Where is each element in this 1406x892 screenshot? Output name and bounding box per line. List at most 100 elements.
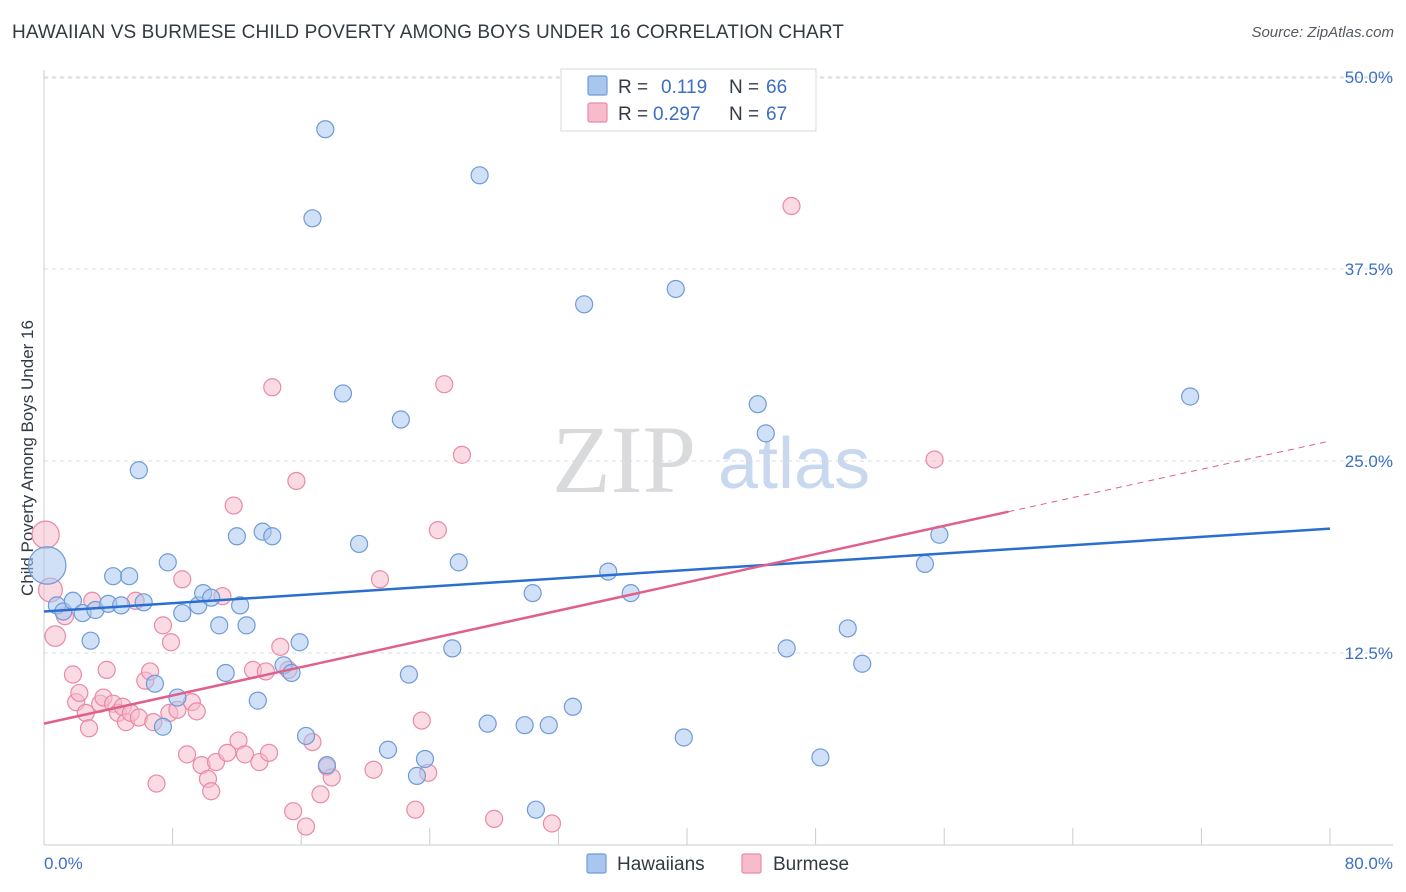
watermark: ZIP atlas [552, 406, 870, 513]
hawaiians-point [449, 553, 468, 572]
gridlines [44, 76, 1393, 654]
source-label: Source: ZipAtlas.com [1251, 24, 1394, 41]
bottom-legend-label-burmese: Burmese [773, 854, 849, 875]
hawaiians-point [210, 616, 229, 635]
legend-swatch-hawaiians [587, 75, 608, 96]
hawaiians-point [415, 749, 435, 769]
burmese-point [271, 637, 290, 656]
legend-r-value-hawaiians: 0.119 [661, 77, 707, 98]
hawaiians-point [173, 603, 192, 623]
burmese-point [370, 570, 390, 589]
burmese-point [311, 785, 330, 804]
y-tick-labels: 12.5% 25.0% 37.5% 50.0% [1345, 68, 1393, 663]
bottom-legend: Hawaiians Burmese [586, 853, 849, 875]
legend-r-value-burmese: 0.297 [653, 104, 701, 125]
trend-lines [43, 440, 1331, 725]
watermark-zip: ZIP [552, 406, 696, 513]
legend-r-label-hawaiians: R = [618, 77, 648, 98]
burmese-point [263, 378, 282, 397]
bottom-legend-swatch-burmese [741, 853, 762, 874]
legend-r-label-burmese: R = [618, 104, 648, 125]
hawaiians-point [296, 726, 316, 746]
burmese-trend-line [43, 510, 1009, 725]
hawaiians-point [777, 639, 796, 658]
y-tick-label: 25.0% [1345, 452, 1393, 471]
burmese-point [79, 719, 99, 738]
burmese-point [428, 521, 447, 540]
x-ticks [43, 828, 1331, 845]
burmese-point [177, 745, 197, 764]
hawaiians-point [378, 740, 398, 759]
hawaiians-trend-line [43, 527, 1331, 613]
hawaiians-point [231, 596, 250, 615]
burmese-point [364, 760, 383, 779]
legend-n-value-hawaiians: 66 [766, 77, 787, 98]
burmese-point [284, 802, 303, 821]
hawaiians-point [526, 800, 545, 819]
hawaiians-point [134, 593, 153, 612]
hawaiians-point [756, 424, 775, 443]
burmese-point [161, 633, 181, 652]
burmese-point [452, 445, 472, 464]
hawaiians-point [263, 527, 282, 546]
x-tick-label-max: 80.0% [1345, 854, 1393, 873]
burmese-point [224, 496, 243, 515]
hawaiians-point [915, 554, 935, 574]
hawaiians-point [853, 654, 872, 673]
burmese-point [70, 683, 89, 703]
hawaiians-point [290, 633, 309, 652]
hawaiians-point [104, 567, 123, 586]
y-axis-label: Child Poverty Among Boys Under 16 [18, 320, 37, 596]
burmese-point [97, 660, 116, 679]
chart-title: HAWAIIAN VS BURMESE CHILD POVERTY AMONG … [12, 22, 845, 43]
bottom-legend-swatch-hawaiians [586, 853, 607, 874]
hawaiians-point [333, 384, 353, 403]
hawaiians-point [349, 534, 369, 554]
hawaiians-point [237, 616, 256, 635]
hawaiians-point [81, 631, 100, 650]
watermark-atlas: atlas [718, 424, 870, 504]
hawaiians-point [303, 209, 322, 228]
hawaiians-point [153, 717, 173, 736]
burmese-point [147, 774, 166, 793]
hawaiians-point [202, 588, 221, 607]
burmese-trend-extension [1008, 440, 1331, 513]
hawaiians-point [748, 395, 767, 414]
legend-swatch-burmese [587, 102, 608, 123]
hawaiians-point [515, 716, 534, 735]
hawaiians-point [317, 756, 337, 775]
burmese-point [542, 814, 562, 833]
hawaiians-point [443, 639, 462, 658]
hawaiians-point [539, 716, 558, 735]
hawaiians-point [811, 748, 830, 767]
burmese-point [218, 743, 237, 762]
hawaiians-point [316, 120, 335, 139]
hawaiians-point [399, 665, 419, 684]
burmese-point [287, 471, 306, 491]
hawaiians-point [216, 663, 235, 683]
legend-n-value-burmese: 67 [766, 104, 787, 125]
burmese-points [31, 196, 944, 836]
hawaiians-point [599, 562, 618, 581]
bottom-legend-label-hawaiians: Hawaiians [617, 854, 705, 875]
axes [43, 70, 1393, 846]
burmese-point [153, 616, 173, 635]
burmese-point [406, 800, 425, 819]
hawaiians-point [674, 728, 693, 747]
hawaiians-point [158, 553, 177, 572]
burmese-point [485, 809, 504, 828]
hawaiians-point [391, 410, 410, 429]
legend-n-label-burmese: N = [729, 104, 759, 125]
burmese-point [925, 450, 944, 469]
hawaiians-point [27, 546, 67, 585]
hawaiians-point [470, 166, 489, 185]
burmese-point [44, 625, 67, 647]
hawaiians-point [120, 567, 139, 586]
burmese-point [782, 196, 801, 216]
burmese-point [235, 745, 255, 764]
hawaiians-point [523, 583, 542, 603]
burmese-point [187, 702, 206, 721]
hawaiians-point [838, 619, 857, 638]
burmese-point [31, 520, 60, 549]
